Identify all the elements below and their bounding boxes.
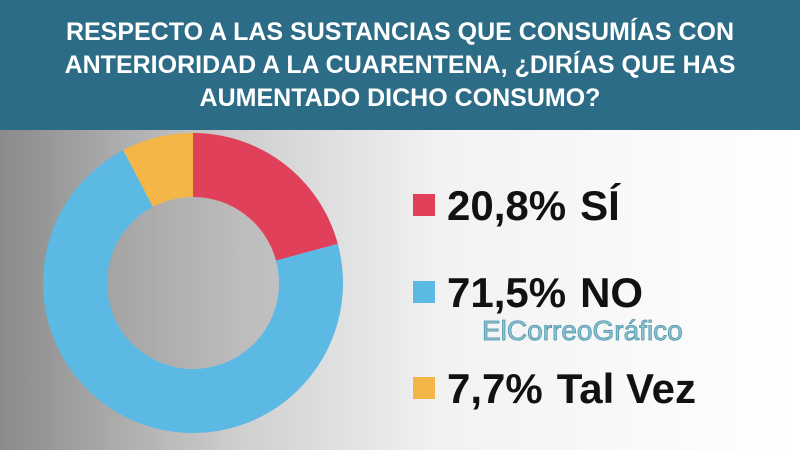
legend-label: 7,7% Tal Vez <box>447 365 696 412</box>
legend-label: 20,8% SÍ <box>447 182 621 229</box>
legend-entry: NO <box>580 269 643 316</box>
value-label: 20,8% <box>447 182 566 229</box>
donut-hole <box>107 197 279 369</box>
value-label: 7,7% <box>447 365 543 412</box>
legend-entry: Tal Vez <box>557 365 696 412</box>
donut-slice <box>123 133 193 207</box>
legend-swatch <box>413 377 435 399</box>
donut-slice <box>43 150 343 434</box>
header: RESPECTO A LAS SUSTANCIAS QUE CONSUMÍAS … <box>0 0 800 130</box>
chart-title: RESPECTO A LAS SUSTANCIAS QUE CONSUMÍAS … <box>64 17 736 112</box>
legend-swatch <box>413 194 435 216</box>
watermark: ElCorreoGráfico <box>482 315 683 346</box>
legend-entry: SÍ <box>580 182 621 229</box>
legend-swatch <box>413 281 435 303</box>
value-label: 71,5% <box>447 269 566 316</box>
donut-slice <box>193 133 338 261</box>
legend-label: 71,5% NO <box>447 269 643 316</box>
